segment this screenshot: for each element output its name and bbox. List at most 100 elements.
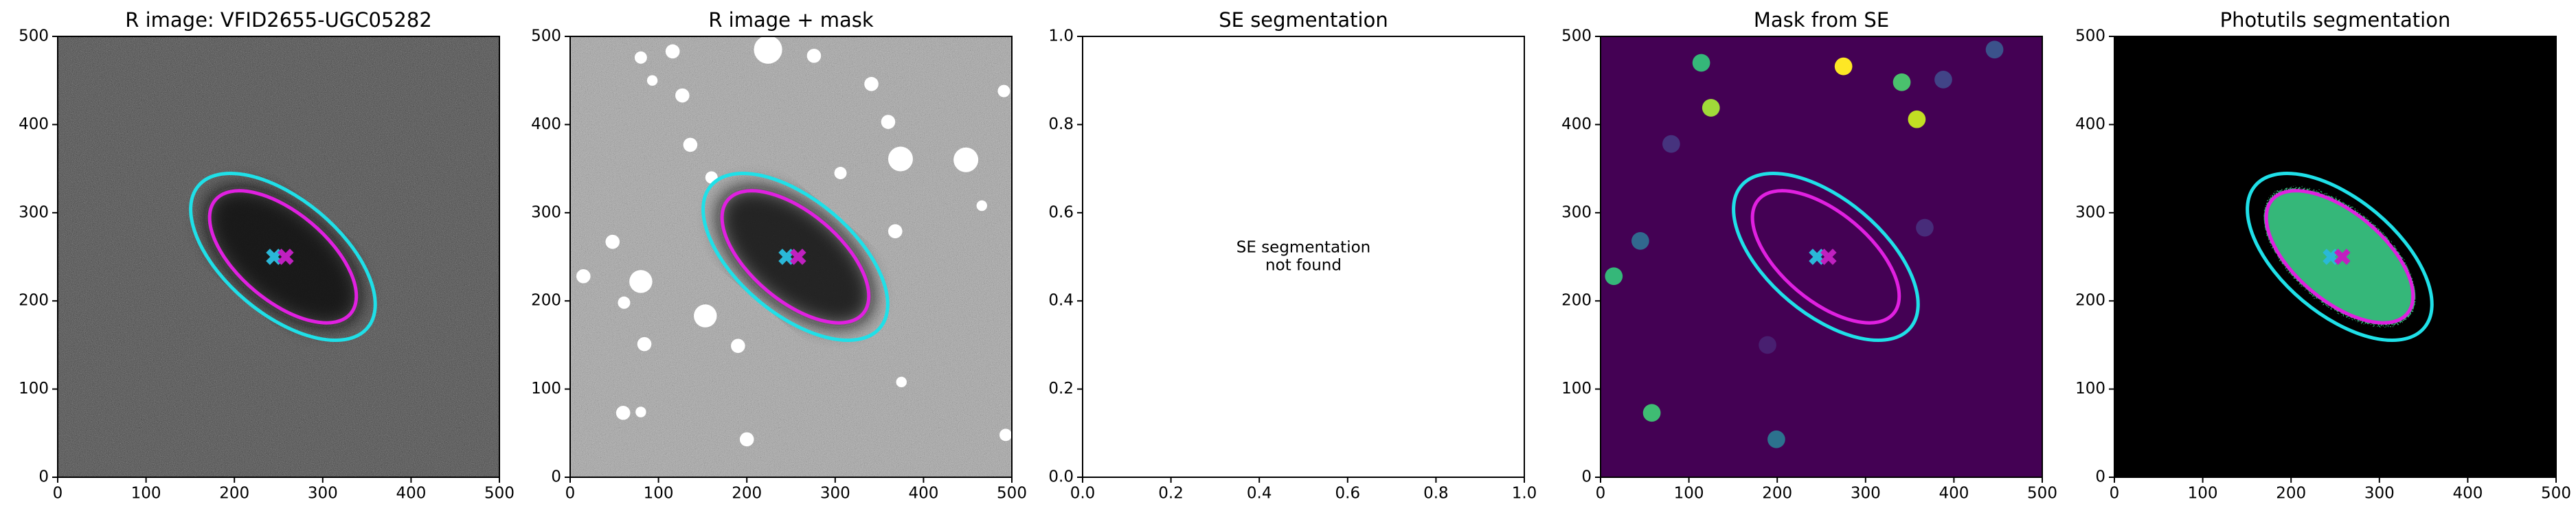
x-tick-label: 400 [2452,485,2483,503]
center-marker [2334,249,2351,265]
blob [1702,99,1720,117]
y-tick-label: 300 [531,203,561,221]
y-tick-label: 200 [1561,292,1592,310]
y-tick-label: 500 [1561,27,1592,45]
y-tick-label: 0 [2095,468,2105,486]
blob [634,51,647,64]
x-tick-label: 0.4 [1247,485,1272,503]
x-tick-label: 0.2 [1158,485,1184,503]
y-tick-label: 0.0 [1048,468,1074,486]
aperture-ellipse [189,171,377,343]
blob [694,304,717,328]
x-tick-label: 100 [131,485,161,503]
blob [615,405,631,420]
blob [1692,54,1710,72]
blob [864,77,879,91]
y-tick-label: 200 [2075,292,2105,310]
axes-frame [1082,36,1525,478]
aperture-ellipse [1750,189,1901,325]
x-tick-label: 0 [1596,485,1606,503]
panel-title: R image: VFID2655-UGC05282 [125,8,432,32]
y-tick-label: 400 [19,115,49,133]
axes-frame [57,36,500,478]
x-tick-label: 300 [820,485,850,503]
y-tick-label: 500 [19,27,49,45]
blob [665,44,680,59]
x-tick-label: 500 [2027,485,2057,503]
image [1601,36,2042,477]
blob [1642,404,1661,422]
y-tick-label: 100 [531,380,561,398]
y-tick-label: 300 [1561,203,1592,221]
blob [896,376,907,388]
x-tick-label: 0 [565,485,576,503]
blob [646,75,658,86]
blob [1662,135,1680,153]
y-tick-label: 0.8 [1048,115,1074,133]
y-tick-label: 400 [2075,115,2105,133]
y-tick-label: 0 [38,468,49,486]
blob [1631,232,1649,250]
panel-title: R image + mask [708,8,874,32]
annotation: SE segmentation [1236,239,1370,257]
panel-title: SE segmentation [1219,8,1388,32]
blob [629,270,653,293]
blob [1893,73,1911,91]
y-tick-label: 100 [1561,380,1592,398]
aperture-ellipse [2246,171,2434,343]
panel: Photutils segmentation 0 100 200 300 400 500 0 1… [2075,8,2571,503]
x-tick-label: 400 [908,485,938,503]
blob [888,224,903,239]
blob [1934,71,1952,89]
blob [1605,267,1623,286]
image [58,36,499,477]
aperture-ellipse [1732,171,1920,343]
image-background [1083,36,1524,477]
y-tick-label: 500 [2075,27,2105,45]
panel-title: Photutils segmentation [2220,8,2451,32]
blob [739,432,754,447]
blob [999,428,1012,442]
x-tick-label: 0 [2110,485,2120,503]
x-tick-label: 0 [53,485,63,503]
y-tick-label: 200 [531,292,561,310]
image [570,36,1012,477]
x-tick-label: 300 [308,485,338,503]
panel: R image: VFID2655-UGC05282 0 100 200 300 400 5… [19,8,515,503]
x-tick-label: 0.6 [1335,485,1361,503]
blob [618,296,631,309]
image [2114,36,2556,477]
blob [997,84,1010,98]
panel: R image + mask 0 100 200 300 400 500 0 100 200 300… [531,8,1027,503]
y-tick-label: 1.0 [1048,27,1074,45]
x-tick-label: 400 [1939,485,1969,503]
axes-frame [2114,36,2557,478]
aperture-ellipse [701,171,890,343]
y-tick-label: 0.6 [1048,203,1074,221]
blob [1985,41,2004,59]
x-tick-label: 300 [1851,485,1881,503]
x-tick-label: 0.0 [1070,485,1096,503]
x-tick-label: 100 [644,485,674,503]
blob [976,200,987,211]
image [1083,36,1524,477]
axes-frame [569,36,1013,478]
axes-frame [1600,36,2043,478]
y-tick-label: 100 [19,380,49,398]
x-tick-label: 1.0 [1512,485,1537,503]
x-tick-label: 500 [2541,485,2571,503]
blob [1908,110,1926,128]
blob [635,407,646,417]
y-tick-label: 300 [2075,203,2105,221]
x-tick-label: 200 [1762,485,1792,503]
blob [754,36,782,64]
blob [637,336,652,352]
blob [576,268,591,284]
blob [675,88,690,103]
x-tick-label: 100 [1674,485,1704,503]
blob [888,146,913,172]
blob [834,167,847,180]
